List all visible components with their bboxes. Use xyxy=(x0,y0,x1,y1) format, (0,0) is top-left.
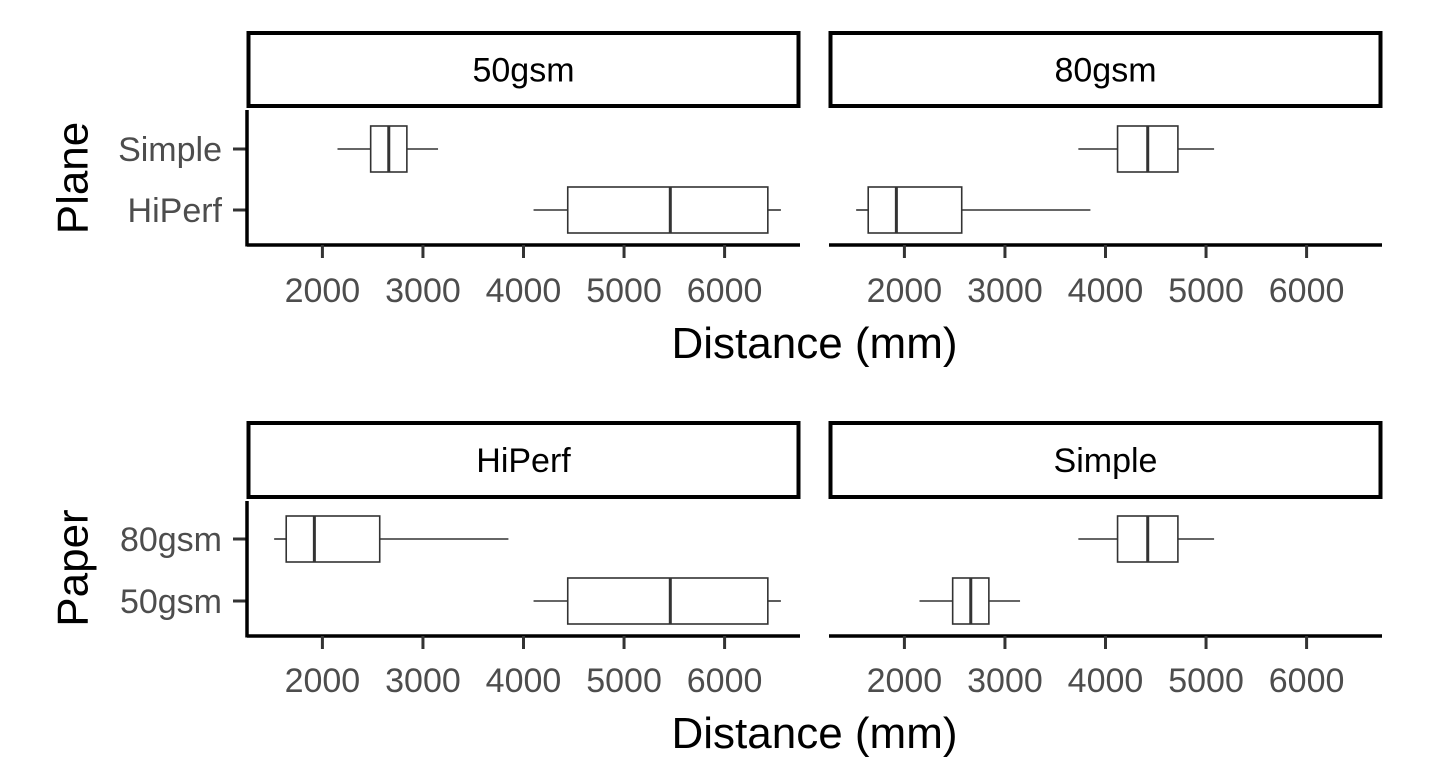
facet-panel-1: HiPerf 2000 3000 4000 5000 6000 xyxy=(245,421,801,700)
facet-strip-label: 50gsm xyxy=(472,52,574,90)
x-tick-label: 5000 xyxy=(1168,272,1244,310)
chart-2: Paper 80gsm 50gsm HiPerf 2000 3000 4000 5000 600… xyxy=(48,421,1383,758)
facet-strip-label: 80gsm xyxy=(1054,52,1156,90)
boxplot-simple xyxy=(1078,125,1215,173)
x-tick-label: 5000 xyxy=(586,272,662,310)
x-tick-label: 3000 xyxy=(385,662,461,700)
x-tick-label: 6000 xyxy=(1269,662,1345,700)
y-tick-label: Simple xyxy=(118,131,222,169)
box-iqr xyxy=(566,577,769,625)
box-iqr xyxy=(566,186,769,234)
facet-strip xyxy=(828,31,1383,108)
boxplot-80gsm xyxy=(1078,515,1215,563)
boxplot-simple xyxy=(337,125,439,173)
x-tick-label: 2000 xyxy=(285,272,361,310)
x-tick-label: 4000 xyxy=(1068,662,1144,700)
x-tick-label: 6000 xyxy=(687,662,763,700)
facet-strip xyxy=(246,31,801,108)
chart-1: Plane Simple HiPerf 50gsm 2000 3000 4000 5000 60… xyxy=(48,31,1383,368)
y-axis-title: Plane xyxy=(48,122,97,235)
x-tick-label: 6000 xyxy=(1269,272,1345,310)
facet-strip-label: Simple xyxy=(1054,442,1158,480)
boxplot-50gsm xyxy=(919,577,1021,625)
x-tick-label: 2000 xyxy=(285,662,361,700)
x-axis-title: Distance (mm) xyxy=(671,319,957,368)
facet-strip-label: HiPerf xyxy=(476,442,571,480)
facet-strip xyxy=(246,421,801,499)
x-axis-title: Distance (mm) xyxy=(671,709,957,758)
y-tick-label: 80gsm xyxy=(120,521,222,559)
x-tick-label: 4000 xyxy=(486,662,562,700)
boxplot-50gsm xyxy=(533,577,781,625)
x-tick-label: 3000 xyxy=(967,662,1043,700)
x-tick-label: 6000 xyxy=(687,272,763,310)
box-iqr xyxy=(285,515,381,563)
box-iqr xyxy=(867,186,963,234)
x-tick-label: 3000 xyxy=(967,272,1043,310)
x-tick-label: 3000 xyxy=(385,272,461,310)
facet-panel-2: Simple 2000 3000 4000 5000 6000 xyxy=(828,421,1383,700)
boxplot-hiperf xyxy=(533,186,781,234)
x-tick-label: 5000 xyxy=(1168,662,1244,700)
boxplot-hiperf xyxy=(856,186,1091,234)
y-axis-title: Paper xyxy=(48,509,97,626)
facet-strip xyxy=(828,421,1383,499)
facet-panel-1: 50gsm 2000 3000 4000 5000 6000 xyxy=(245,31,801,310)
y-tick-label: 50gsm xyxy=(120,583,222,621)
x-tick-label: 4000 xyxy=(486,272,562,310)
facet-panel-2: 80gsm 2000 3000 4000 5000 6000 xyxy=(828,31,1383,310)
boxplot-80gsm xyxy=(274,515,509,563)
x-tick-label: 2000 xyxy=(867,272,943,310)
x-tick-label: 5000 xyxy=(586,662,662,700)
x-tick-label: 2000 xyxy=(867,662,943,700)
x-tick-label: 4000 xyxy=(1068,272,1144,310)
y-tick-label: HiPerf xyxy=(128,192,223,230)
